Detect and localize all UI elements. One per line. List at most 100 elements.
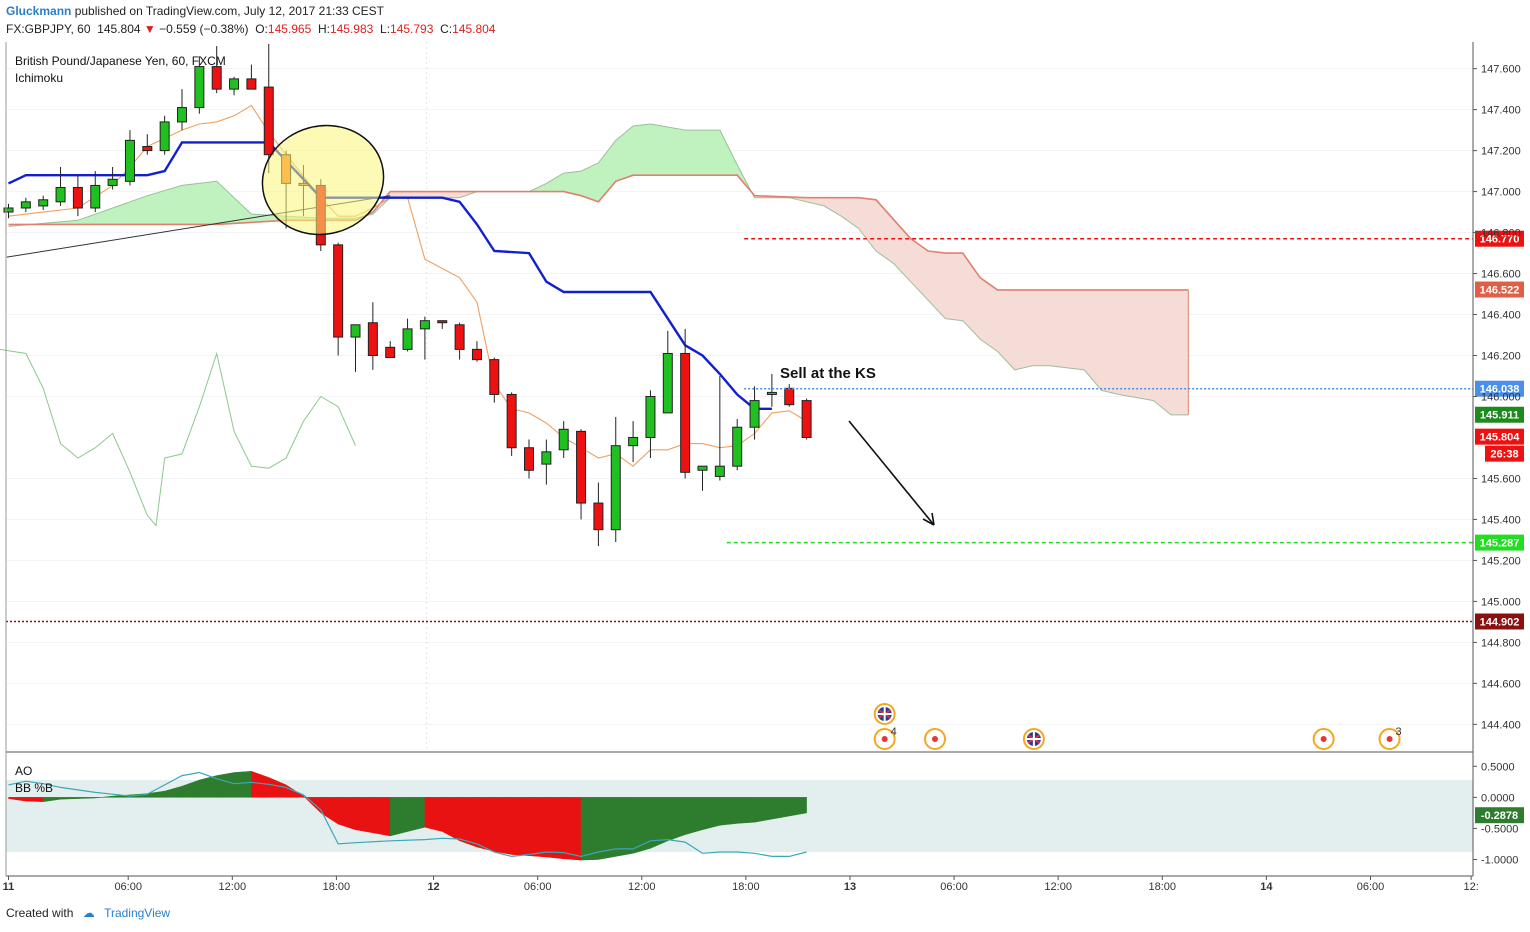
ao-bar bbox=[511, 797, 530, 856]
ao-bar bbox=[702, 797, 721, 831]
event-dot-icon bbox=[931, 736, 938, 742]
price-badge bbox=[1475, 613, 1524, 630]
candle-body bbox=[558, 428, 569, 451]
tradingview-brand-link[interactable]: TradingView bbox=[104, 906, 171, 920]
y-tick-label: 147.000 bbox=[1481, 187, 1521, 199]
y-tick-label: 144.400 bbox=[1481, 719, 1521, 731]
x-tick-label: 06:00 bbox=[1357, 881, 1385, 893]
candle-body bbox=[489, 359, 500, 395]
cloud-bearish bbox=[751, 192, 1189, 415]
ao-value-badge bbox=[1475, 807, 1524, 824]
tenkan-sen bbox=[8, 104, 807, 467]
y-tick-label: 147.400 bbox=[1481, 105, 1521, 117]
y-tick-label: 145.000 bbox=[1481, 596, 1521, 608]
cloud-bullish bbox=[32, 181, 363, 225]
candle-body bbox=[159, 121, 170, 152]
x-tick-label: 06:00 bbox=[114, 881, 142, 893]
ao-bar bbox=[25, 797, 44, 802]
low-label: L: bbox=[380, 22, 391, 36]
publish-header: Gluckmann published on TradingView.com, … bbox=[6, 4, 384, 18]
uk-flag-cross-icon bbox=[877, 707, 892, 721]
highlight-ellipse bbox=[261, 124, 385, 236]
ao-bar bbox=[580, 797, 599, 861]
price-change: −0.559 (−0.38%) bbox=[159, 22, 249, 36]
created-with-text: Created with bbox=[6, 906, 74, 920]
high-value: 145.983 bbox=[329, 22, 374, 36]
candle-body bbox=[263, 86, 274, 156]
uk-flag-cross-icon bbox=[1026, 732, 1041, 746]
candle-body bbox=[20, 201, 31, 209]
x-tick-label: 14 bbox=[1260, 881, 1273, 893]
candle-body bbox=[524, 447, 534, 471]
author-link[interactable]: Gluckmann bbox=[6, 4, 72, 18]
price-badge bbox=[1475, 428, 1524, 445]
x-tick-label: 18:00 bbox=[732, 881, 760, 893]
ao-bar bbox=[424, 797, 443, 832]
indicator-label-bbpct: BB %B bbox=[15, 781, 53, 795]
candle-body bbox=[55, 186, 66, 203]
published-text: published on TradingView.com, July 12, 2… bbox=[74, 4, 385, 18]
indicator-label-ichimoku: Ichimoku bbox=[15, 71, 63, 85]
cloud-bullish bbox=[477, 124, 749, 202]
y-tick-label: 145.200 bbox=[1481, 555, 1521, 567]
candle-body bbox=[784, 387, 795, 406]
y-tick-label: 146.000 bbox=[1481, 392, 1521, 404]
candle-body bbox=[90, 184, 101, 209]
ao-tick-label: -1.0000 bbox=[1481, 854, 1518, 866]
ao-bar bbox=[355, 797, 374, 834]
indicator-label-ao: AO bbox=[15, 764, 32, 778]
candle-body bbox=[3, 207, 14, 213]
y-tick-label: 146.400 bbox=[1481, 310, 1521, 322]
ao-bar bbox=[754, 797, 773, 823]
candle-body bbox=[680, 352, 691, 473]
ao-tick-label: 0.0000 bbox=[1481, 792, 1515, 804]
price-badge-text: 146.038 bbox=[1480, 384, 1520, 396]
event-dot-icon bbox=[881, 736, 888, 742]
y-tick-label: 145.400 bbox=[1481, 514, 1521, 526]
candle-body bbox=[385, 346, 396, 359]
x-tick-label: 12:00 bbox=[1044, 881, 1072, 893]
candle-body bbox=[107, 178, 118, 186]
candle-body bbox=[662, 352, 673, 414]
candle-body bbox=[142, 146, 153, 152]
candle-body bbox=[628, 436, 639, 447]
x-tick-label: 06:00 bbox=[940, 881, 968, 893]
ao-bar bbox=[684, 797, 703, 835]
candle-body bbox=[333, 244, 344, 338]
price-badge-text: 146.522 bbox=[1480, 285, 1520, 297]
ao-bar bbox=[60, 797, 79, 800]
y-tick-label: 146.200 bbox=[1481, 351, 1521, 363]
close-label: C: bbox=[440, 22, 453, 36]
ao-bar bbox=[789, 797, 807, 817]
candle-body bbox=[749, 400, 760, 428]
y-tick-label: 144.600 bbox=[1481, 678, 1521, 690]
price-badge bbox=[1475, 230, 1524, 247]
footer: Created with ☁ TradingView bbox=[6, 906, 170, 920]
candle-body bbox=[211, 66, 222, 90]
price-badge-text: 145.287 bbox=[1480, 538, 1520, 550]
countdown-badge bbox=[1485, 445, 1524, 462]
ao-bar bbox=[372, 797, 391, 837]
candle-body bbox=[732, 426, 743, 467]
event-dot-icon bbox=[1386, 736, 1393, 742]
price-badge bbox=[1475, 534, 1524, 551]
candle-body bbox=[437, 320, 448, 324]
candle-body bbox=[645, 396, 656, 438]
open-value: 145.965 bbox=[267, 22, 312, 36]
arrowhead-icon bbox=[922, 512, 935, 526]
candle-body bbox=[194, 66, 205, 109]
candle-body bbox=[506, 393, 517, 449]
tradingview-logo-icon[interactable]: ☁ bbox=[82, 906, 95, 920]
x-tick-label: 06:00 bbox=[524, 881, 552, 893]
price-badge bbox=[1475, 380, 1524, 397]
symbol-header: FX:GBPJPY, 60 145.804 ▼ −0.559 (−0.38%) … bbox=[6, 22, 495, 36]
symbol-label: FX:GBPJPY, 60 bbox=[6, 22, 91, 36]
price-badge-text: 144.902 bbox=[1480, 616, 1520, 628]
candle-body bbox=[177, 107, 187, 123]
event-dot-icon bbox=[1320, 736, 1327, 742]
ao-tick-label: 0.5000 bbox=[1481, 761, 1515, 773]
y-tick-label: 147.200 bbox=[1481, 146, 1521, 158]
last-price: 145.804 bbox=[97, 22, 141, 36]
candle-body bbox=[124, 139, 135, 182]
